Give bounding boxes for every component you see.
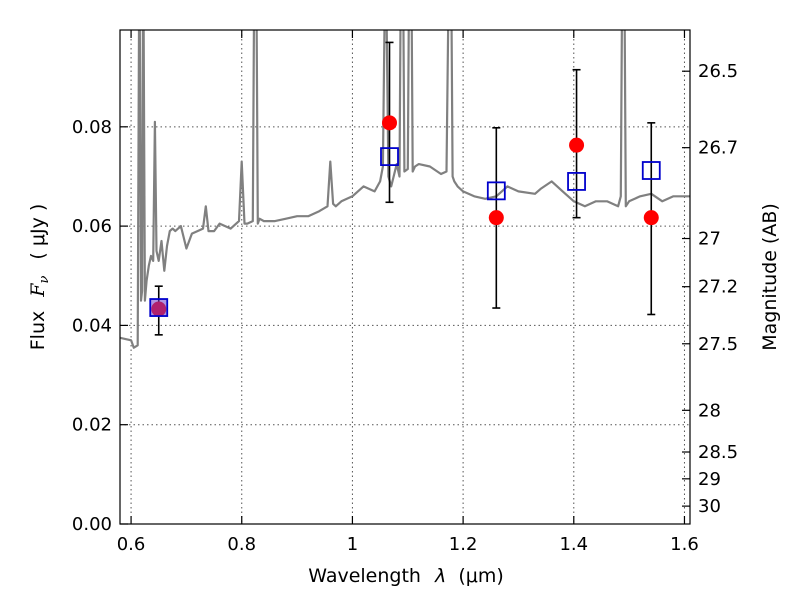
x-tick-label: 0.6 xyxy=(117,534,146,555)
magnitude-tick-label: 30 xyxy=(698,496,721,517)
observed-point xyxy=(569,137,585,153)
magnitude-tick-label: 27.5 xyxy=(698,334,738,355)
x-tick-label: 1.6 xyxy=(670,534,699,555)
x-axis-title: Wavelength λ (μm) xyxy=(308,565,503,587)
y-tick-label: 0.00 xyxy=(72,514,112,535)
right-axis-title: Magnitude (AB) xyxy=(759,203,781,351)
model-point xyxy=(486,181,506,201)
magnitude-tick-label: 26.5 xyxy=(698,61,738,82)
magnitude-tick-label: 26.7 xyxy=(698,138,738,159)
y-tick-label: 0.06 xyxy=(72,216,112,237)
model-point xyxy=(149,298,169,317)
y-axis-title: Flux Fν ( μJy ) xyxy=(27,204,53,351)
x-tick-label: 1 xyxy=(347,534,358,555)
magnitude-tick-label: 28 xyxy=(698,400,721,421)
x-tick-label: 1.4 xyxy=(559,534,588,555)
y-tick-label: 0.08 xyxy=(72,117,112,138)
magnitude-tick-label: 29 xyxy=(698,469,721,490)
plot-frame xyxy=(119,29,691,525)
model-point xyxy=(641,161,661,180)
y-tick-label: 0.04 xyxy=(72,315,112,336)
model-point xyxy=(567,172,586,191)
spectrum-line xyxy=(120,30,690,349)
tick-labels: 0.6 0.8 1 1.2 1.4 1.6 0.00 0.02 0.04 0.06 0.08 26.5… xyxy=(72,61,738,555)
errorbar-layer xyxy=(154,41,656,336)
point-layer xyxy=(149,115,661,317)
x-tick-label: 1.2 xyxy=(449,534,478,555)
spectrum-layer xyxy=(120,30,690,349)
magnitude-tick-label: 28.5 xyxy=(698,442,738,463)
observed-point xyxy=(382,115,398,131)
y-tick-label: 0.02 xyxy=(72,415,112,436)
observed-point xyxy=(643,210,659,226)
x-tick-label: 0.8 xyxy=(227,534,256,555)
observed-point xyxy=(488,210,504,226)
model-point xyxy=(380,147,399,167)
magnitude-tick-label: 27.2 xyxy=(698,277,738,298)
magnitude-tick-label: 27 xyxy=(698,229,721,250)
tick-marks xyxy=(120,30,690,525)
